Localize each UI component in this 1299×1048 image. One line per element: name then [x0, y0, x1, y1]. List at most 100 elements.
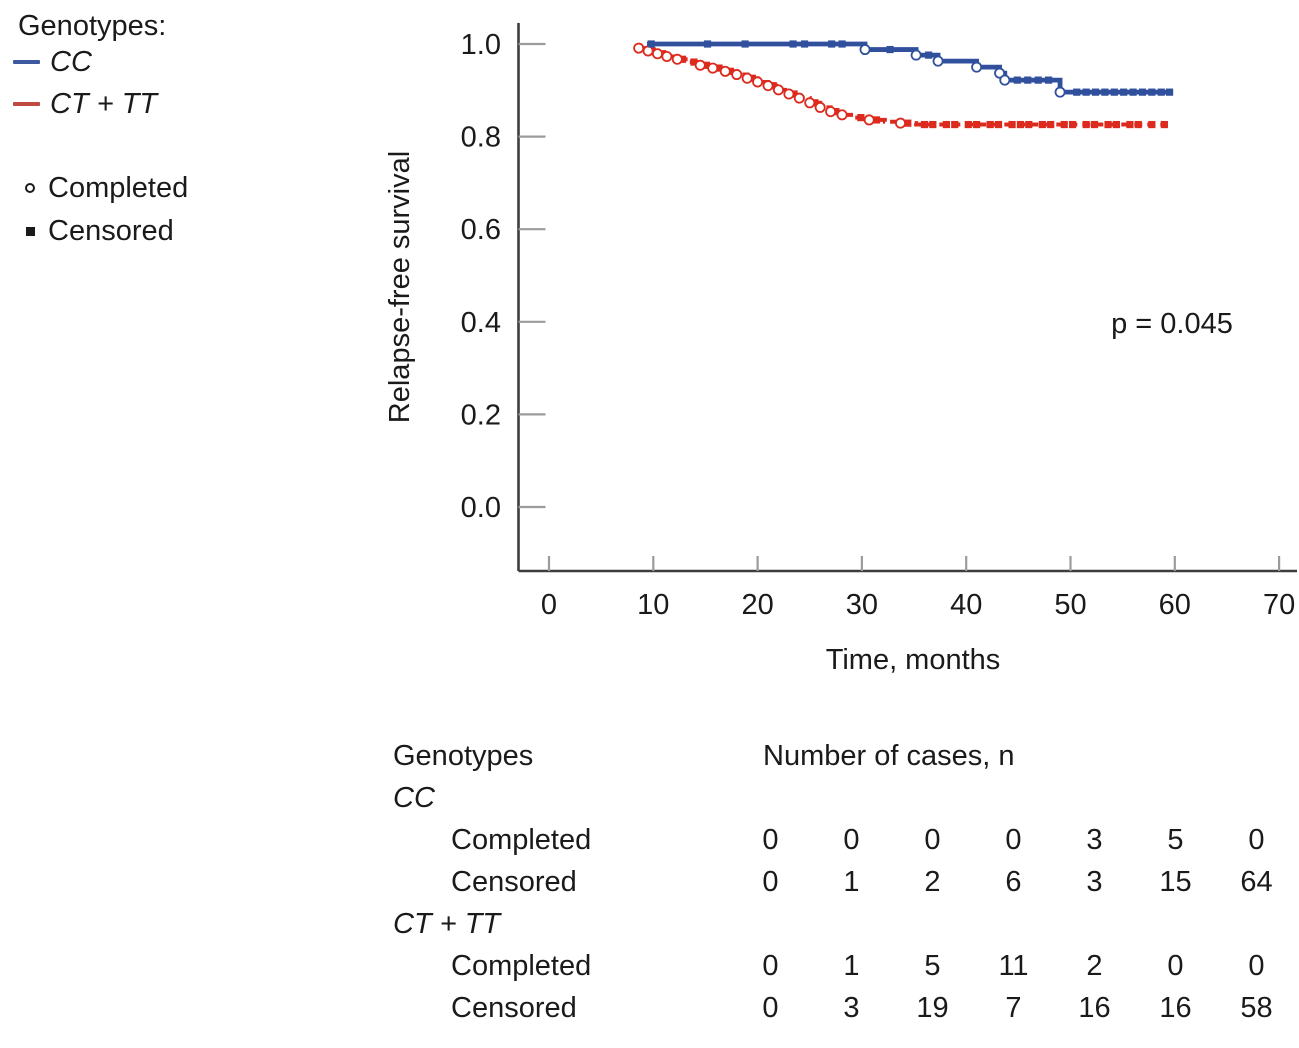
y-tick-label: 1.0	[461, 29, 501, 61]
censored-marker	[1148, 120, 1156, 129]
legend-series-cc: CC	[50, 46, 92, 78]
table-cell: 3	[1086, 823, 1103, 856]
censored-marker	[1112, 120, 1120, 129]
censored-marker	[1138, 88, 1147, 96]
table-cell: 0	[1248, 823, 1265, 856]
legend: Genotypes: CC CT + TT Completed Censored	[0, 0, 380, 280]
y-tick-label: 0.4	[461, 307, 501, 339]
y-axis-title: Relapse-free survival	[384, 151, 416, 423]
legend-title: Genotypes:	[18, 10, 167, 42]
completed-marker	[741, 72, 753, 84]
censored-marker	[690, 58, 698, 66]
censored-marker	[1024, 76, 1032, 84]
censored-marker	[838, 40, 846, 48]
censored-marker	[1082, 120, 1090, 129]
table-cell: 16	[1078, 991, 1111, 1024]
ct-tt-line-swatch	[13, 102, 40, 106]
x-tick-label: 0	[541, 589, 557, 621]
censored-marker	[1044, 76, 1053, 84]
completed-marker	[719, 65, 731, 77]
completed-marker	[783, 88, 795, 100]
table-cell: 1	[843, 865, 860, 898]
table-cell: 6	[1005, 865, 1022, 898]
censored-marker	[1047, 120, 1055, 129]
table-header-number-of-cases: Number of cases, n	[763, 739, 1015, 772]
censored-marker	[925, 51, 933, 59]
censored-marker	[800, 40, 809, 48]
completed-marker	[825, 106, 837, 118]
table-cell: 0	[762, 949, 779, 982]
y-tick-label: 0.2	[461, 399, 501, 431]
censored-marker	[789, 40, 797, 48]
legend-completed-label: Completed	[48, 172, 189, 204]
completed-marker	[894, 117, 906, 129]
p-value-label: p = 0.045	[1111, 308, 1233, 340]
table-cell: 2	[1086, 949, 1103, 982]
table-cell: 0	[1005, 823, 1022, 856]
censored-marker	[1013, 76, 1021, 84]
y-tick-label: 0.6	[461, 214, 501, 246]
censored-marker	[1120, 88, 1128, 96]
series-markers-cc	[647, 40, 1174, 98]
completed-marker	[671, 53, 683, 65]
completed-marker	[772, 84, 784, 96]
censored-marker	[973, 120, 981, 129]
censored-marker	[1038, 120, 1046, 129]
censored-marker	[1148, 88, 1156, 96]
completed-marker-icon	[25, 183, 35, 193]
table-cell: 64	[1240, 865, 1273, 898]
censored-marker	[994, 120, 1003, 129]
censored-marker	[1025, 120, 1033, 129]
table-cell: 2	[924, 865, 941, 898]
table-cell: 3	[843, 991, 860, 1024]
survival-chart: 0.0 0.2 0.4 0.6 0.8 1.0 0 10 20 30 40 50 60 70 Relapse…	[384, 23, 1297, 676]
legend-censored-label: Censored	[48, 215, 174, 247]
table-cell: 19	[916, 991, 949, 1024]
table-row-label: Censored	[451, 991, 577, 1024]
completed-marker	[694, 59, 706, 71]
table-cell: 0	[762, 823, 779, 856]
completed-marker	[971, 61, 983, 73]
x-tick-label: 30	[846, 589, 878, 621]
completed-marker	[642, 45, 654, 57]
cc-line-swatch	[13, 60, 40, 64]
completed-marker	[633, 42, 645, 54]
table-cell: 0	[1167, 949, 1184, 982]
censored-marker	[1034, 76, 1042, 84]
completed-marker	[707, 62, 719, 74]
completed-marker	[999, 74, 1011, 86]
censored-marker	[1157, 88, 1165, 96]
table-cell: 5	[924, 949, 941, 982]
censored-marker	[1101, 88, 1109, 96]
censored-marker	[1060, 120, 1068, 129]
x-tick-label: 60	[1159, 589, 1191, 621]
completed-marker	[762, 80, 774, 92]
censored-marker	[1104, 120, 1112, 129]
x-tick-label: 70	[1263, 589, 1295, 621]
series-line-ct-tt	[638, 46, 1168, 127]
table-group-ct-tt: CT + TT	[393, 907, 501, 940]
censored-marker	[1068, 120, 1077, 129]
censored-marker	[1134, 120, 1142, 129]
x-tick-label: 20	[741, 589, 773, 621]
table-cell: 16	[1159, 991, 1192, 1024]
censored-marker	[1110, 88, 1118, 96]
completed-marker	[731, 69, 743, 81]
censored-marker	[904, 119, 912, 127]
x-tick-label: 50	[1054, 589, 1086, 621]
censored-marker	[1126, 120, 1134, 129]
table-cell: 1	[843, 949, 860, 982]
censored-marker	[1160, 120, 1168, 129]
completed-marker	[804, 97, 816, 109]
table-cell: 0	[762, 991, 779, 1024]
censored-marker	[1008, 120, 1016, 129]
completed-marker	[752, 76, 764, 88]
censored-marker	[1091, 88, 1100, 96]
table-row-label: Completed	[451, 949, 592, 982]
x-axis-title: Time, months	[826, 644, 1001, 676]
censored-marker	[1090, 120, 1099, 129]
censored-marker	[647, 40, 655, 48]
completed-marker	[651, 48, 663, 60]
table-cell: 11	[998, 949, 1029, 982]
